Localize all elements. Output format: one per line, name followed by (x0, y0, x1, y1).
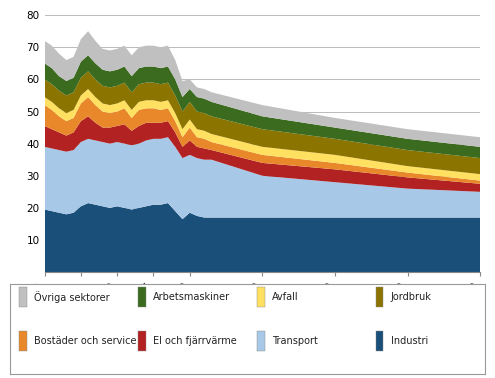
Text: Övriga sektorer: Övriga sektorer (34, 291, 110, 303)
Text: KÄLLA: NATURVÅRDSVERKET: KÄLLA: NATURVÅRDSVERKET (369, 349, 480, 358)
FancyBboxPatch shape (376, 287, 384, 307)
FancyBboxPatch shape (19, 287, 27, 307)
FancyBboxPatch shape (257, 287, 265, 307)
Text: Avfall: Avfall (272, 292, 298, 302)
FancyBboxPatch shape (19, 331, 27, 351)
FancyBboxPatch shape (376, 331, 384, 351)
Text: Bostäder och service: Bostäder och service (34, 336, 137, 345)
Text: El och fjärrvärme: El och fjärrvärme (153, 336, 237, 345)
Text: Industri: Industri (391, 336, 428, 345)
Text: Arbetsmaskiner: Arbetsmaskiner (153, 292, 230, 302)
Text: Jordbruk: Jordbruk (391, 292, 432, 302)
FancyBboxPatch shape (138, 287, 146, 307)
Text: Transport: Transport (272, 336, 318, 345)
FancyBboxPatch shape (138, 331, 146, 351)
FancyBboxPatch shape (257, 331, 265, 351)
